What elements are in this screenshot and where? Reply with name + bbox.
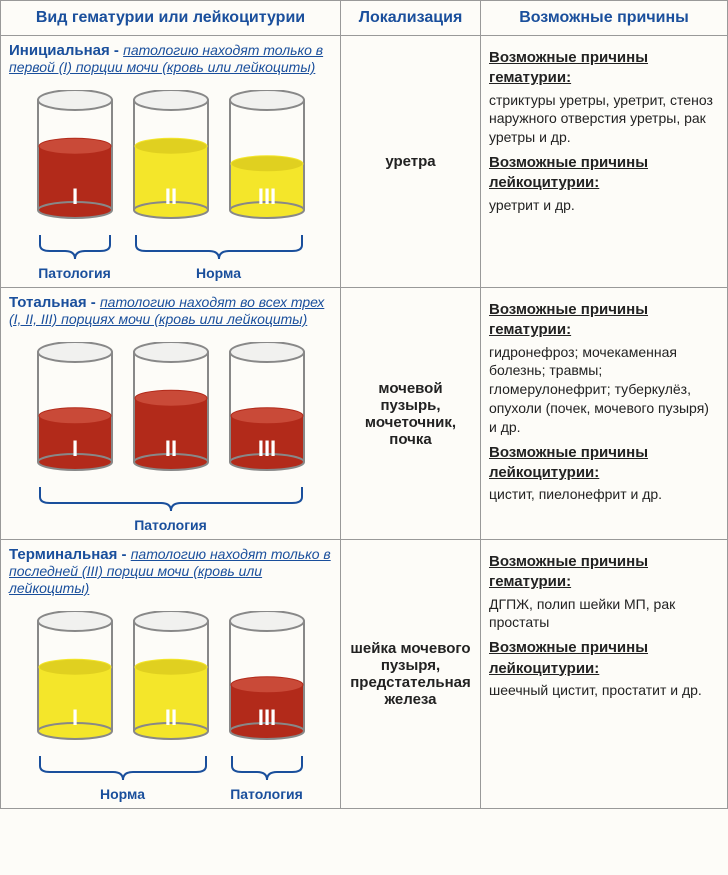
svg-text:I: I — [71, 184, 77, 209]
type-cell: Инициальная - патологию находят только в… — [1, 36, 341, 288]
header-localization: Локализация — [341, 1, 481, 36]
brace: Норма — [132, 231, 306, 281]
table-row: Инициальная - патологию находят только в… — [1, 36, 728, 288]
causes-cell: Возможные причины гематурии:стриктуры ур… — [481, 36, 728, 288]
brace-row: Патология Норма — [9, 231, 332, 281]
row-title: Инициальная - патологию находят только в… — [9, 42, 332, 76]
brace-label: Норма — [132, 265, 306, 281]
cause-heading-leuko: Возможные причины лейкоцитурии: — [489, 638, 719, 679]
cause-text-leuko: шеечный цистит, простатит и др. — [489, 682, 702, 698]
cause-heading-hematuria: Возможные причины гематурии: — [489, 48, 719, 89]
brace-label: Патология — [36, 265, 114, 281]
glass-I: I — [36, 90, 114, 225]
causes-cell: Возможные причины гематурии:гидронефроз;… — [481, 288, 728, 540]
type-cell: Тотальная - патологию находят во всех тр… — [1, 288, 341, 540]
cause-heading-leuko: Возможные причины лейкоцитурии: — [489, 443, 719, 484]
row-title: Терминальная - патологию находят только … — [9, 546, 332, 597]
cause-heading-hematuria: Возможные причины гематурии: — [489, 552, 719, 593]
header-type: Вид гематурии или лейкоцитурии — [1, 1, 341, 36]
row-name: Терминальная — [9, 546, 117, 563]
type-cell: Терминальная - патологию находят только … — [1, 540, 341, 809]
brace: Патология — [36, 231, 114, 281]
glasses-row: I II III — [9, 611, 332, 746]
brace: Патология — [36, 483, 306, 533]
svg-text:III: III — [257, 436, 275, 461]
localization-cell: мочевой пузырь, мочеточник, почка — [341, 288, 481, 540]
svg-text:II: II — [164, 705, 176, 730]
svg-text:II: II — [164, 436, 176, 461]
glass-II: II — [132, 611, 210, 746]
brace-label: Норма — [36, 786, 210, 802]
svg-text:III: III — [257, 184, 275, 209]
glass-III: III — [228, 611, 306, 746]
glasses-row: I II III — [9, 342, 332, 477]
cause-text-leuko: цистит, пиелонефрит и др. — [489, 486, 662, 502]
row-title: Тотальная - патологию находят во всех тр… — [9, 294, 332, 328]
cause-text-hematuria: стриктуры уретры, уретрит, стеноз наружн… — [489, 92, 713, 146]
causes-cell: Возможные причины гематурии:ДГПЖ, полип … — [481, 540, 728, 809]
cause-text-hematuria: ДГПЖ, полип шейки МП, рак простаты — [489, 596, 675, 631]
svg-text:I: I — [71, 705, 77, 730]
brace-label: Патология — [36, 517, 306, 533]
cause-text-leuko: уретрит и др. — [489, 197, 575, 213]
header-causes: Возможные причины — [481, 1, 728, 36]
svg-text:III: III — [257, 705, 275, 730]
localization-cell: шейка мочевого пузыря, предстательная же… — [341, 540, 481, 809]
cause-heading-leuko: Возможные причины лейкоцитурии: — [489, 153, 719, 194]
glasses-row: I II III — [9, 90, 332, 225]
row-name: Тотальная — [9, 294, 87, 311]
hematuria-table: Вид гематурии или лейкоцитурии Локализац… — [0, 0, 728, 809]
cause-heading-hematuria: Возможные причины гематурии: — [489, 300, 719, 341]
localization-cell: уретра — [341, 36, 481, 288]
brace-label: Патология — [228, 786, 306, 802]
brace: Патология — [228, 752, 306, 802]
table-row: Терминальная - патологию находят только … — [1, 540, 728, 809]
glass-II: II — [132, 342, 210, 477]
svg-text:I: I — [71, 436, 77, 461]
brace: Норма — [36, 752, 210, 802]
row-name: Инициальная — [9, 42, 110, 59]
brace-row: Патология — [9, 483, 332, 533]
cause-text-hematuria: гидронефроз; мочекаменная болезнь; травм… — [489, 344, 709, 436]
glass-III: III — [228, 90, 306, 225]
glass-I: I — [36, 611, 114, 746]
table-row: Тотальная - патологию находят во всех тр… — [1, 288, 728, 540]
glass-I: I — [36, 342, 114, 477]
glass-III: III — [228, 342, 306, 477]
glass-II: II — [132, 90, 210, 225]
svg-text:II: II — [164, 184, 176, 209]
brace-row: Норма Патология — [9, 752, 332, 802]
